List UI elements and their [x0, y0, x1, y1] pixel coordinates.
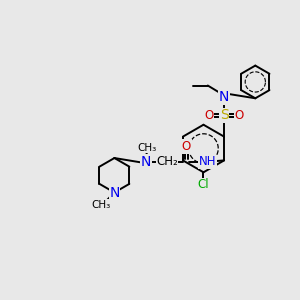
Text: CH₃: CH₃: [92, 200, 111, 210]
Text: O: O: [182, 140, 191, 153]
Text: CH₂: CH₂: [156, 155, 178, 168]
Text: Cl: Cl: [198, 178, 209, 191]
Text: O: O: [205, 109, 214, 122]
Text: S: S: [220, 108, 229, 122]
Text: O: O: [234, 109, 244, 122]
Text: NH: NH: [199, 155, 217, 168]
Text: CH₃: CH₃: [137, 142, 157, 153]
Text: N: N: [109, 185, 120, 200]
Text: N: N: [219, 90, 229, 104]
Text: N: N: [140, 155, 151, 169]
